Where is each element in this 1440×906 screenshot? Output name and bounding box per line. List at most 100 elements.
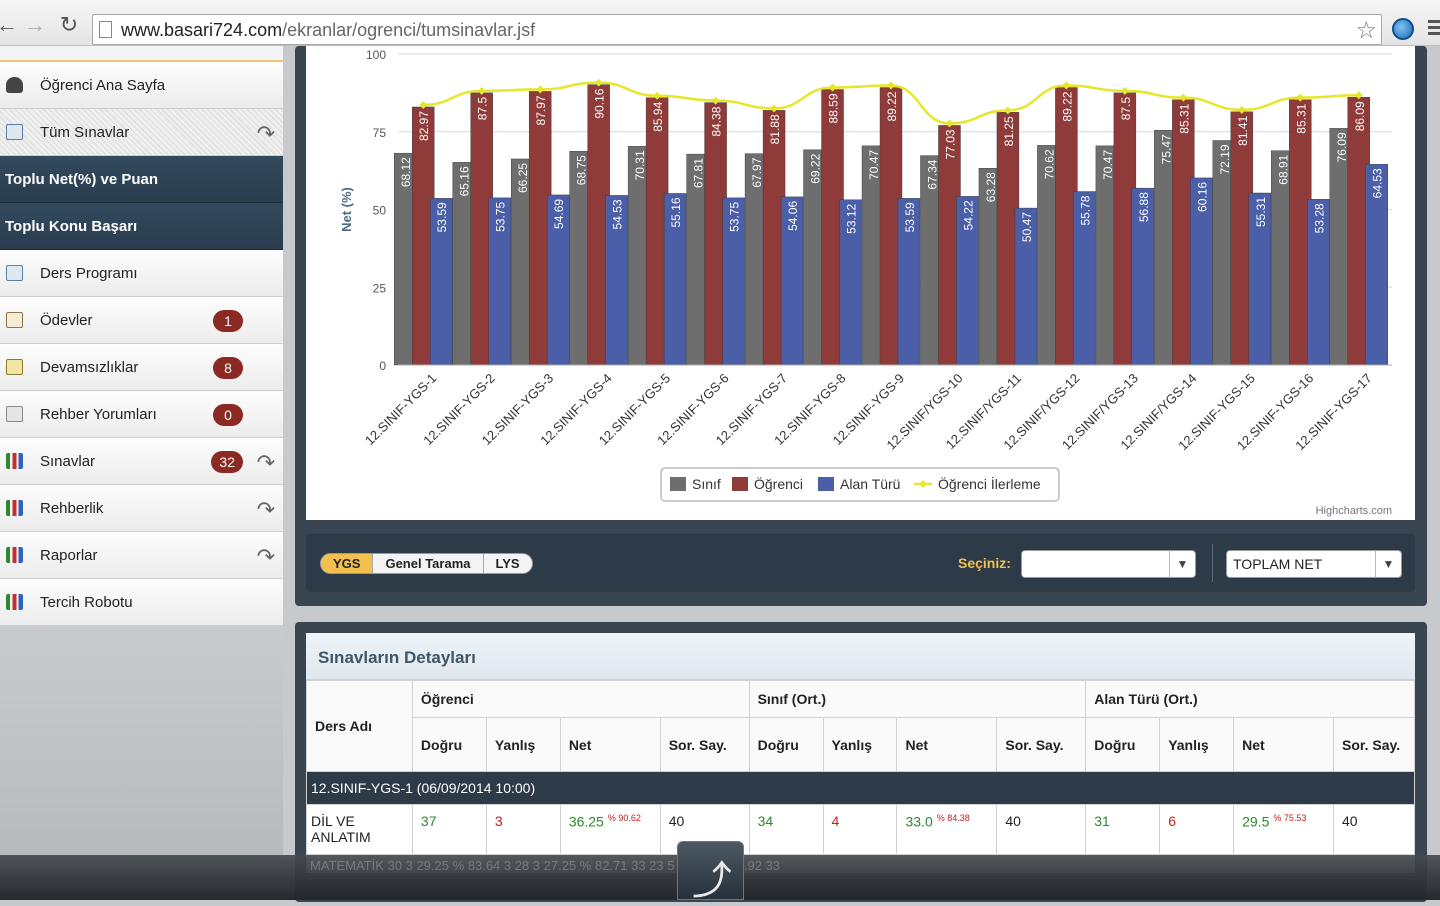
bar-chart-icon bbox=[6, 547, 23, 563]
sidebar-item-11[interactable]: Tercih Robotu bbox=[0, 579, 283, 626]
col-net: Net bbox=[559, 717, 661, 772]
data-label: 53.59 bbox=[435, 202, 449, 232]
cell-yanlis: 4 bbox=[822, 804, 898, 855]
data-label: 82.97 bbox=[417, 111, 431, 141]
scroll-to-top-button[interactable]: ⤴ bbox=[677, 841, 744, 903]
data-label: 84.38 bbox=[710, 106, 724, 136]
data-label: 87.5 bbox=[1119, 97, 1133, 121]
data-label: 85.31 bbox=[1294, 103, 1308, 133]
progress-marker bbox=[594, 78, 603, 87]
bookmark-star-icon[interactable]: ☆ bbox=[1355, 17, 1377, 44]
group-alan-turu: Alan Türü (Ort.) bbox=[1085, 680, 1415, 718]
forward-icon[interactable]: → bbox=[24, 12, 46, 37]
sidebar-item-7[interactable]: Rehber Yorumları 0 bbox=[0, 391, 283, 438]
y-tick-label: 100 bbox=[366, 48, 386, 62]
net-chart: 0 25 50 75 100 Net (%) 68.12 82.97 53.59 12.SINIF… bbox=[306, 46, 1415, 520]
cell-soru-sayisi: 40 bbox=[1333, 804, 1415, 855]
clipboard-icon bbox=[6, 312, 23, 328]
progress-marker bbox=[828, 83, 837, 92]
address-bar[interactable]: www.basari724.com/ekranlar/ogrenci/tumsi… bbox=[92, 14, 1382, 45]
data-label: 85.94 bbox=[651, 101, 665, 131]
progress-marker bbox=[1296, 93, 1305, 102]
progress-marker bbox=[945, 119, 954, 128]
progress-marker bbox=[1062, 81, 1071, 90]
expand-arrow-icon[interactable]: ↷ bbox=[256, 121, 275, 146]
data-label: 67.81 bbox=[692, 158, 706, 188]
reload-icon[interactable]: ↻ bbox=[59, 12, 79, 37]
data-label: 70.62 bbox=[1042, 149, 1056, 179]
data-label: 87.97 bbox=[534, 95, 548, 125]
url-text[interactable]: www.basari724.com/ekranlar/ogrenci/tumsi… bbox=[121, 20, 536, 40]
data-label: 53.28 bbox=[1312, 203, 1326, 233]
data-label: 53.12 bbox=[845, 203, 859, 233]
y-axis-label: Net (%) bbox=[339, 187, 354, 232]
table-row: DİL VE ANLATIM 37 3 36.25% 90.62 40 34 4… bbox=[306, 804, 1415, 855]
sidebar-item-2[interactable]: Toplu Net(%) ve Puan bbox=[0, 156, 283, 203]
sidebar-item-1[interactable]: Tüm Sınavlar ↷ bbox=[0, 109, 283, 156]
cell-dogru: 34 bbox=[748, 804, 824, 855]
data-label: 76.09 bbox=[1335, 132, 1349, 162]
progress-marker bbox=[419, 100, 428, 109]
page-icon bbox=[99, 21, 112, 38]
sidebar-item-4[interactable]: Ders Programı bbox=[0, 250, 283, 297]
data-label: 56.88 bbox=[1137, 192, 1151, 222]
sidebar-item-label: Rehber Yorumları bbox=[40, 406, 157, 423]
data-label: 85.31 bbox=[1177, 103, 1191, 133]
filter-bar: YGS Genel Tarama LYS Seçiniz: ▼ TOPLAM N… bbox=[306, 534, 1415, 592]
col-dogru: Doğru bbox=[748, 717, 824, 772]
data-label: 87.5 bbox=[476, 97, 490, 121]
data-label: 75.47 bbox=[1159, 134, 1173, 164]
count-badge: 8 bbox=[213, 357, 243, 379]
data-label: 90.16 bbox=[593, 88, 607, 118]
data-label: 50.47 bbox=[1020, 212, 1034, 242]
progress-marker bbox=[770, 104, 779, 113]
expand-arrow-icon[interactable]: ↷ bbox=[256, 450, 275, 475]
browser-menu-icon[interactable] bbox=[1428, 20, 1440, 36]
data-label: 77.03 bbox=[943, 129, 957, 159]
data-label: 88.59 bbox=[827, 93, 841, 123]
data-label: 55.78 bbox=[1078, 195, 1092, 225]
expand-arrow-icon[interactable]: ↷ bbox=[256, 497, 275, 522]
data-label: 70.31 bbox=[633, 150, 647, 180]
sidebar-item-5[interactable]: Ödevler 1 bbox=[0, 297, 283, 344]
data-label: 64.53 bbox=[1371, 168, 1385, 198]
segment-genel-tarama[interactable]: Genel Tarama bbox=[373, 554, 484, 573]
data-label: 70.47 bbox=[867, 150, 881, 180]
sidebar-item-label: Toplu Konu Başarı bbox=[5, 218, 138, 235]
legend-swatch bbox=[732, 477, 748, 491]
legend-diamond bbox=[919, 480, 927, 488]
data-label: 54.69 bbox=[552, 199, 566, 229]
sidebar-item-6[interactable]: Devamsızlıklar 8 bbox=[0, 344, 283, 391]
metric-select[interactable]: TOPLAM NET ▼ bbox=[1226, 550, 1402, 578]
sidebar-item-0[interactable]: Öğrenci Ana Sayfa bbox=[0, 62, 283, 109]
data-label: 54.06 bbox=[786, 201, 800, 231]
home-icon bbox=[6, 77, 23, 93]
col-soru-sayisi: Sor. Say. bbox=[1333, 717, 1415, 772]
back-icon[interactable]: ← bbox=[0, 12, 18, 37]
progress-marker bbox=[1179, 93, 1188, 102]
data-label: 68.91 bbox=[1276, 154, 1290, 184]
sidebar-item-label: Ödevler bbox=[40, 312, 93, 329]
expand-arrow-icon[interactable]: ↷ bbox=[256, 544, 275, 569]
segment-lys[interactable]: LYS bbox=[495, 556, 520, 571]
bar-chart-icon bbox=[6, 453, 23, 469]
legend-label: Öğrenci İlerleme bbox=[938, 475, 1041, 492]
sidebar-item-10[interactable]: Raporlar ↷ bbox=[0, 532, 283, 579]
chart-credits: Highcharts.com bbox=[1316, 505, 1392, 517]
data-label: 54.53 bbox=[611, 199, 625, 229]
sidebar-top-stripe bbox=[0, 46, 283, 62]
exam-type-toggle: YGS Genel Tarama LYS bbox=[320, 553, 533, 574]
sidebar-item-label: Ders Programı bbox=[40, 265, 138, 282]
extension-icon[interactable] bbox=[1392, 18, 1414, 40]
segment-ygs[interactable]: YGS bbox=[321, 554, 374, 573]
chevron-down-icon[interactable]: ▼ bbox=[1169, 551, 1195, 577]
cell-dogru: 31 bbox=[1085, 804, 1161, 855]
sidebar-item-3[interactable]: Toplu Konu Başarı bbox=[0, 203, 283, 250]
chevron-down-icon[interactable]: ▼ bbox=[1375, 551, 1401, 577]
exam-select[interactable]: ▼ bbox=[1021, 550, 1196, 578]
legend-swatch bbox=[818, 477, 834, 491]
cell-dogru: 37 bbox=[411, 804, 487, 855]
cell-net: 33.0% 84.38 bbox=[896, 804, 998, 855]
sidebar-item-8[interactable]: Sınavlar 32 ↷ bbox=[0, 438, 283, 485]
sidebar-item-9[interactable]: Rehberlik ↷ bbox=[0, 485, 283, 532]
